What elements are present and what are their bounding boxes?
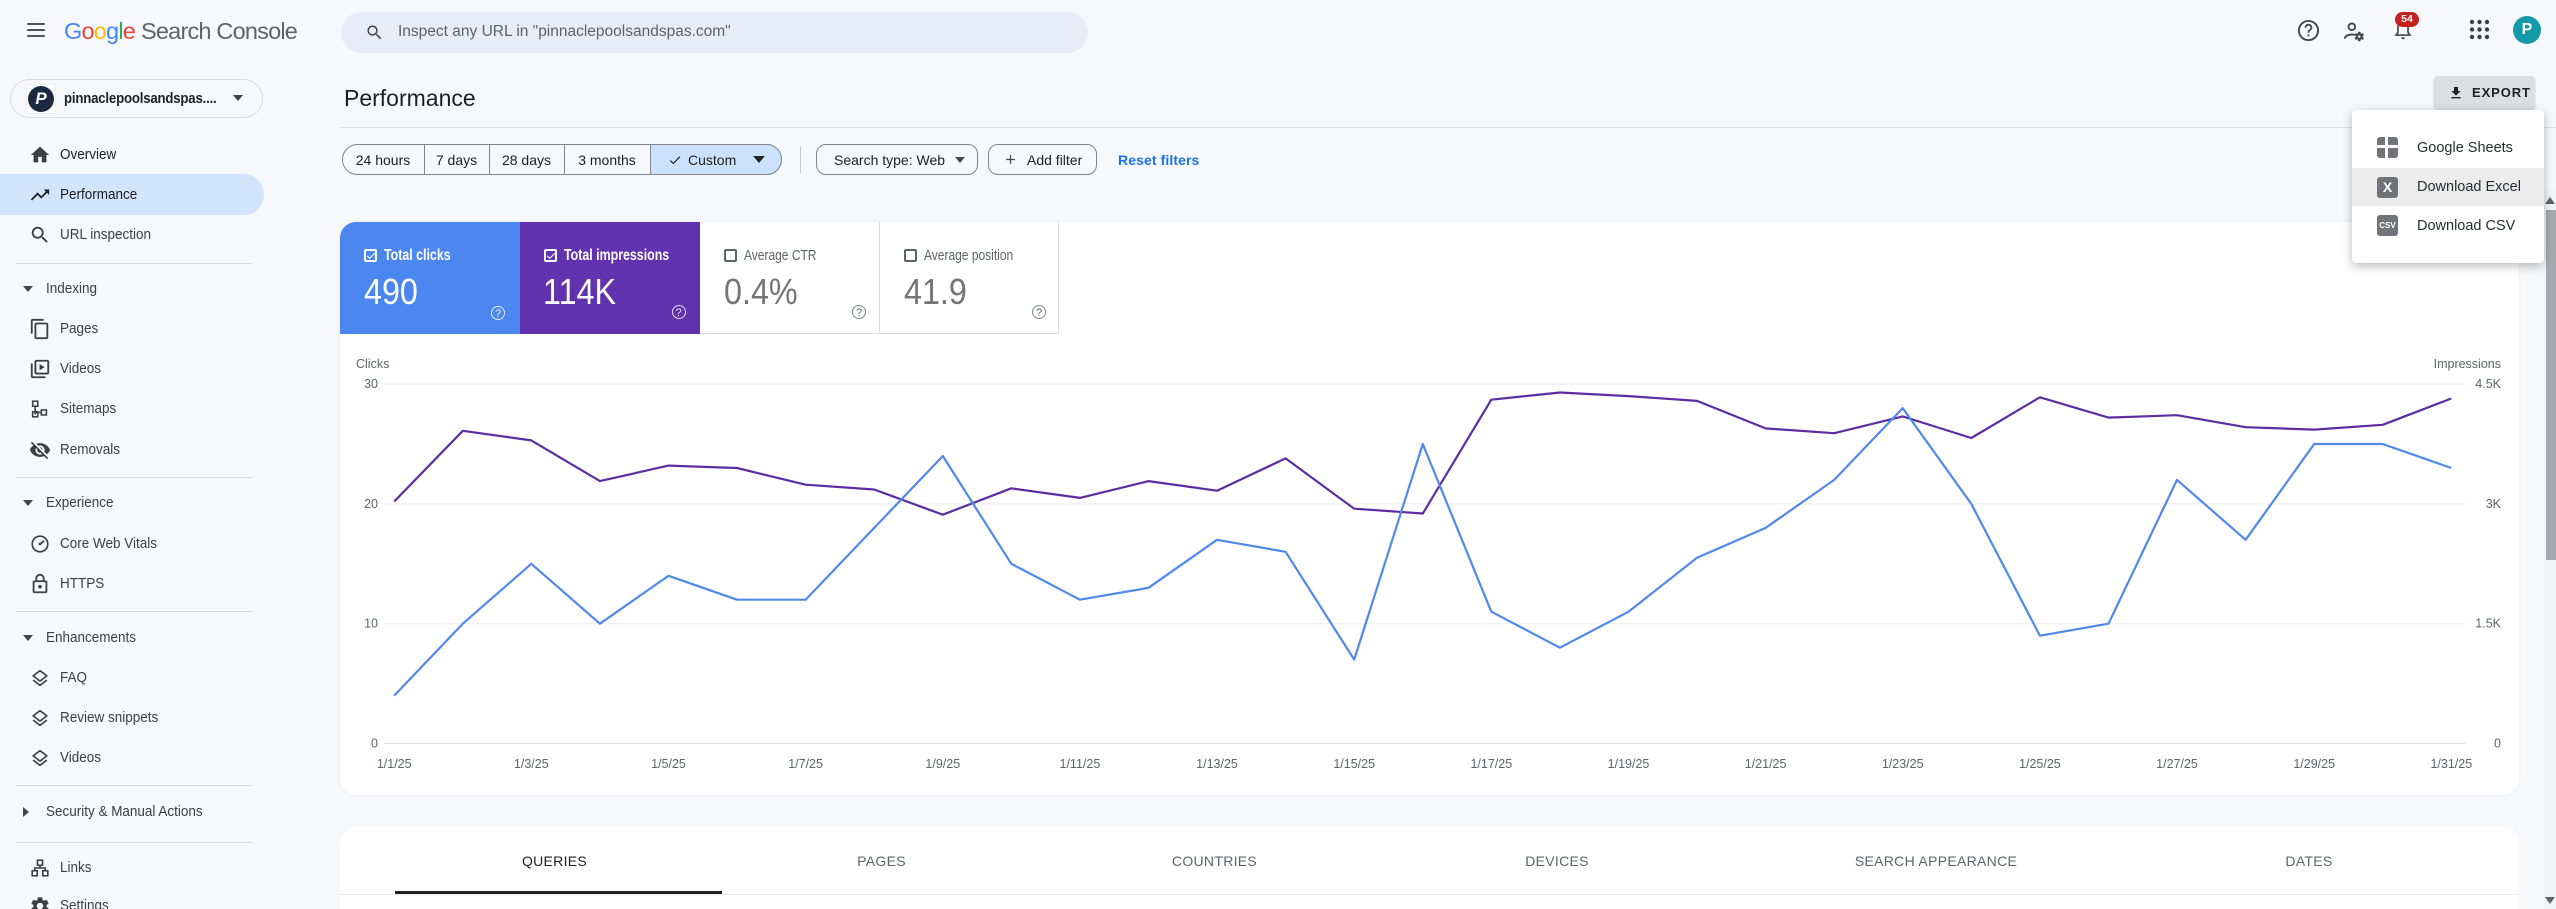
- svg-text:1/29/25: 1/29/25: [2293, 757, 2335, 771]
- svg-text:0: 0: [2494, 737, 2501, 751]
- svg-text:1/17/25: 1/17/25: [1470, 757, 1512, 771]
- svg-text:0: 0: [371, 737, 378, 751]
- svg-text:1/9/25: 1/9/25: [925, 757, 960, 771]
- svg-text:1/31/25: 1/31/25: [2430, 757, 2472, 771]
- svg-text:1/21/25: 1/21/25: [1745, 757, 1787, 771]
- svg-text:30: 30: [364, 377, 378, 391]
- svg-text:4.5K: 4.5K: [2475, 377, 2501, 391]
- svg-text:Clicks: Clicks: [356, 357, 389, 371]
- svg-text:1/27/25: 1/27/25: [2156, 757, 2198, 771]
- svg-text:1/23/25: 1/23/25: [1882, 757, 1924, 771]
- svg-text:1.5K: 1.5K: [2475, 617, 2501, 631]
- svg-text:1/13/25: 1/13/25: [1196, 757, 1238, 771]
- svg-text:1/25/25: 1/25/25: [2019, 757, 2061, 771]
- svg-text:1/3/25: 1/3/25: [514, 757, 549, 771]
- svg-text:20: 20: [364, 497, 378, 511]
- svg-text:1/5/25: 1/5/25: [651, 757, 686, 771]
- svg-text:Impressions: Impressions: [2434, 357, 2501, 371]
- svg-text:1/11/25: 1/11/25: [1060, 757, 1101, 771]
- svg-text:1/19/25: 1/19/25: [1608, 757, 1650, 771]
- svg-text:1/7/25: 1/7/25: [788, 757, 823, 771]
- svg-text:3K: 3K: [2486, 497, 2502, 511]
- svg-text:1/15/25: 1/15/25: [1333, 757, 1375, 771]
- svg-text:1/1/25: 1/1/25: [377, 757, 412, 771]
- svg-text:10: 10: [364, 617, 378, 631]
